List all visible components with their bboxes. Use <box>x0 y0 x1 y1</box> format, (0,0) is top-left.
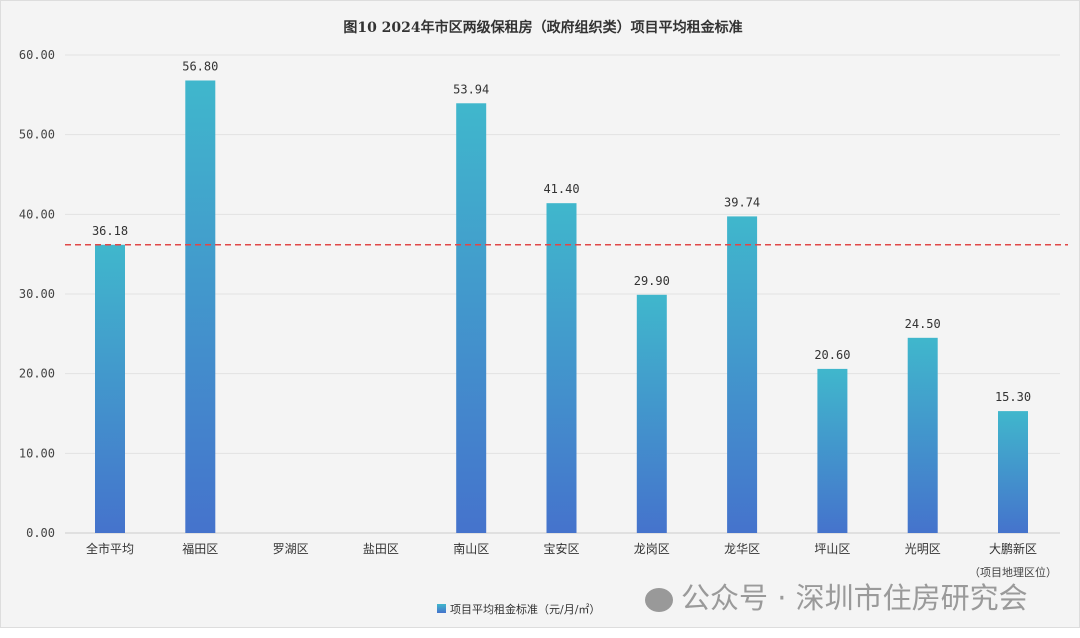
bar <box>727 216 758 533</box>
x-tick-label: 光明区 <box>905 542 941 556</box>
wechat-icon <box>645 588 673 612</box>
chart-title: 图10 2024年市区两级保租房（政府组织类）项目平均租金标准 <box>343 19 742 36</box>
x-tick-label: 福田区 <box>182 541 218 556</box>
bar <box>998 411 1028 533</box>
watermark: 公众号 · 深圳市住房研究会 <box>645 575 1028 617</box>
bar <box>907 337 938 533</box>
y-tick-label: 60.00 <box>19 48 55 62</box>
bar <box>185 80 216 533</box>
data-label: 41.40 <box>543 182 579 196</box>
data-label: 24.50 <box>905 317 941 331</box>
y-tick-label: 40.00 <box>19 207 55 221</box>
data-label: 56.80 <box>182 59 218 73</box>
x-tick-label: 龙岗区 <box>634 542 670 556</box>
x-tick-label: 龙华区 <box>724 542 760 556</box>
watermark-text: 公众号 · 深圳市住房研究会 <box>681 581 1028 615</box>
x-tick-label: 大鹏新区 <box>989 541 1037 556</box>
x-tick-label: 宝安区 <box>543 541 579 556</box>
data-label: 53.94 <box>453 82 489 96</box>
legend-label[interactable]: 项目平均租金标准（元/月/㎡） <box>450 602 600 616</box>
y-tick-label: 50.00 <box>19 128 55 142</box>
y-tick-label: 10.00 <box>19 446 55 460</box>
bar <box>817 368 848 533</box>
bar <box>95 244 125 534</box>
category-note: （项目地理区位） <box>969 565 1057 579</box>
data-label: 20.60 <box>814 348 850 362</box>
x-tick-label: 南山区 <box>453 541 489 556</box>
x-tick-label: 坪山区 <box>814 542 850 556</box>
y-tick-label: 20.00 <box>19 367 55 381</box>
data-label: 39.74 <box>724 195 760 209</box>
legend-swatch <box>437 604 446 613</box>
bar <box>456 103 487 533</box>
data-label: 29.90 <box>634 274 670 288</box>
y-tick-label: 30.00 <box>19 287 55 301</box>
x-tick-label: 盐田区 <box>363 542 399 556</box>
bar <box>546 203 577 533</box>
x-tick-label: 全市平均 <box>86 541 134 556</box>
bar <box>636 294 667 533</box>
y-tick-label: 0.00 <box>26 526 55 540</box>
x-tick-label: 罗湖区 <box>273 541 309 556</box>
data-label: 36.18 <box>92 224 128 238</box>
data-label: 15.30 <box>995 390 1031 404</box>
